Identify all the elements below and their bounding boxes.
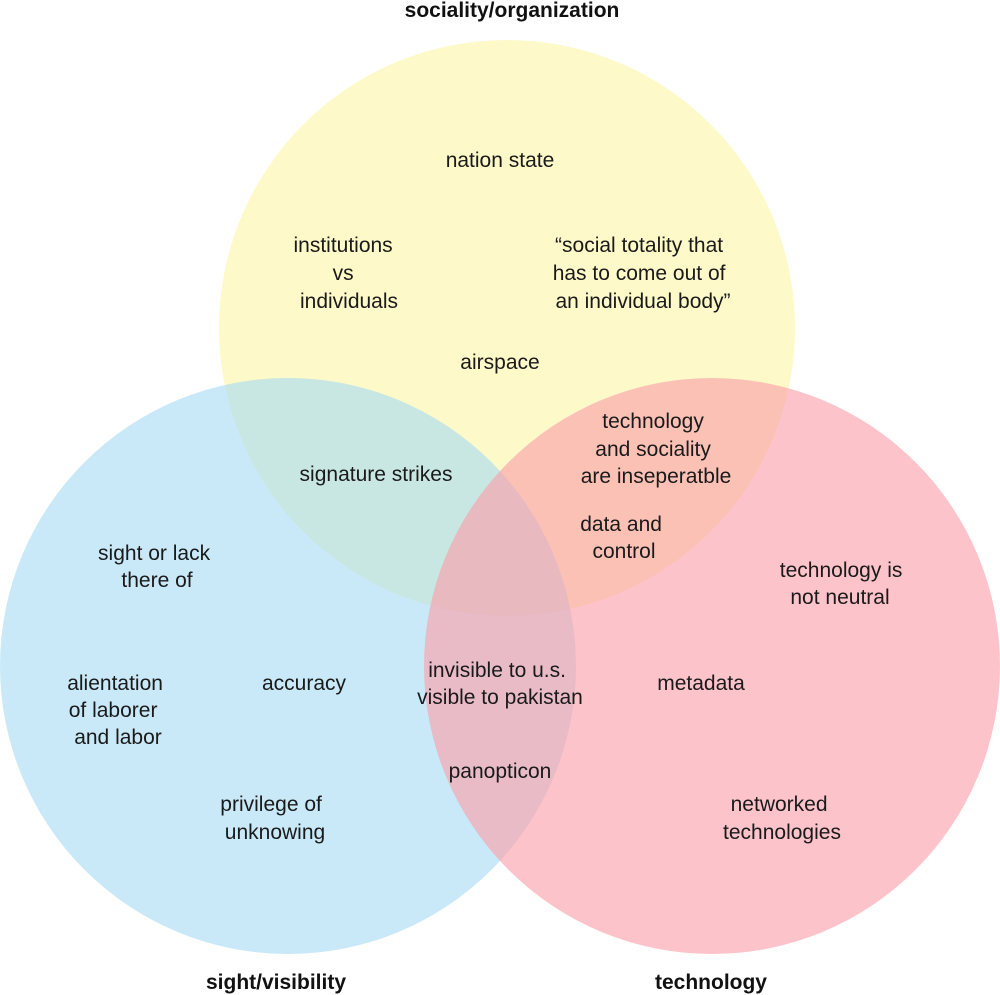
term-airspace: airspace xyxy=(460,351,539,374)
title-technology: technology xyxy=(655,971,767,994)
term-data-and-control: data and control xyxy=(580,513,668,563)
circle-titles: sociality/organization sight/visibility … xyxy=(206,0,767,994)
term-metadata: metadata xyxy=(657,672,745,695)
term-accuracy: accuracy xyxy=(262,672,347,695)
title-sight-visibility: sight/visibility xyxy=(206,971,346,994)
title-sociality-organization: sociality/organization xyxy=(405,0,620,22)
term-social-totality-quote: “social totality that has to come out of… xyxy=(553,234,732,313)
circle-technology xyxy=(424,378,1000,954)
term-technology-and-sociality: technology and sociality are inseperatbl… xyxy=(581,410,732,488)
term-panopticon: panopticon xyxy=(449,760,552,783)
terms: nation state institutions vs individuals… xyxy=(67,149,908,844)
circle-sight-visibility xyxy=(0,378,576,954)
term-privilege-of-unknowing: privilege of unknowing xyxy=(220,793,327,844)
term-sight-or-lack: sight or lack there of xyxy=(98,542,216,592)
term-signature-strikes: signature strikes xyxy=(300,463,453,486)
term-technology-not-neutral: technology is not neutral xyxy=(780,559,908,609)
term-alienation: alientation of laborer and labor xyxy=(67,672,169,749)
term-invisible-visible: invisible to u.s. visible to pakistan xyxy=(417,659,583,709)
term-institutions-vs-individuals: institutions vs individuals xyxy=(293,234,398,313)
term-networked-technologies: networked technologies xyxy=(723,793,841,844)
term-nation-state: nation state xyxy=(446,149,555,172)
circles xyxy=(0,40,1000,954)
